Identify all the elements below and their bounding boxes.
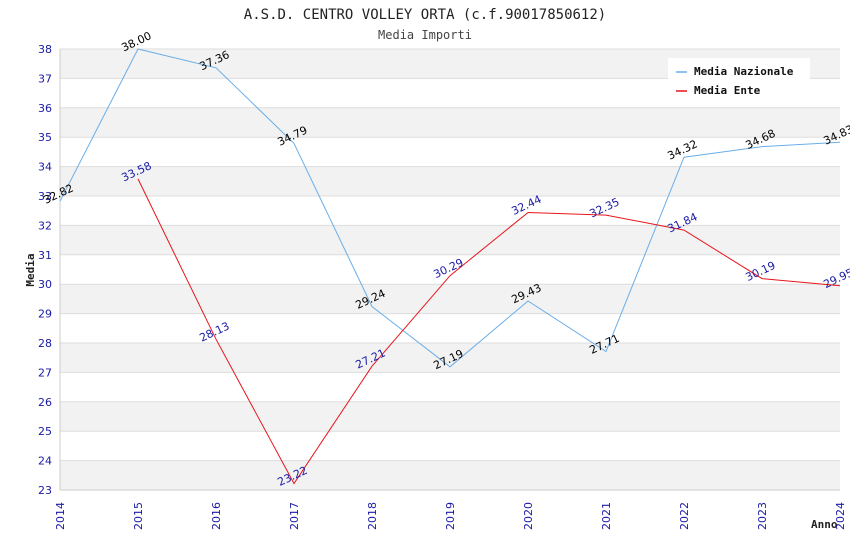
x-tick-label: 2024 [834, 502, 847, 530]
x-tick-label: 2021 [600, 502, 613, 530]
y-tick-label: 38 [38, 43, 52, 56]
x-tick-label: 2022 [678, 502, 691, 530]
y-tick-label: 35 [38, 131, 52, 144]
series-line-media-ente [137, 178, 841, 485]
series-line-media-nazionale [59, 48, 841, 368]
grid-band [60, 401, 840, 432]
x-tick-label: 2017 [288, 502, 301, 530]
y-tick-label: 34 [38, 161, 52, 174]
chart-subtitle: Media Importi [378, 28, 472, 42]
y-tick-label: 26 [38, 396, 52, 409]
y-tick-label: 37 [38, 72, 52, 85]
grid-band [60, 343, 840, 373]
x-tick-label: 2016 [210, 502, 223, 530]
y-tick-label: 28 [38, 337, 52, 350]
grid-band [60, 107, 840, 138]
y-tick-label: 23 [38, 484, 52, 497]
y-tick-label: 25 [38, 425, 52, 438]
legend-label-media-nazionale: Media Nazionale [694, 65, 794, 78]
y-tick-label: 29 [38, 308, 52, 321]
legend: Media Nazionale Media Ente [668, 58, 810, 102]
y-tick-label: 32 [38, 219, 52, 232]
x-tick-label: 2019 [444, 502, 457, 530]
y-tick-label: 24 [38, 455, 52, 468]
chart-title: A.S.D. CENTRO VOLLEY ORTA (c.f.900178506… [244, 7, 606, 23]
data-label: 28.13 [197, 319, 231, 344]
y-axis-label: Media [24, 253, 37, 286]
y-tick-label: 30 [38, 278, 52, 291]
x-tick-label: 2015 [132, 502, 145, 530]
grid-band [60, 166, 840, 196]
y-tick-label: 36 [38, 102, 52, 115]
grid-band [60, 460, 840, 490]
x-tick-label: 2023 [756, 502, 769, 530]
grid-band [60, 284, 840, 314]
y-tick-label: 31 [38, 249, 52, 262]
y-tick-label: 27 [38, 366, 52, 379]
y-tick-label: 33 [38, 190, 52, 203]
x-tick-label: 2018 [366, 502, 379, 530]
data-label: 34.32 [665, 137, 699, 162]
legend-box [668, 58, 810, 102]
x-axis-label: Anno [811, 518, 838, 531]
grid-band [60, 225, 840, 255]
data-label: 30.19 [744, 259, 778, 284]
data-label: 32.82 [41, 182, 75, 207]
legend-label-media-ente: Media Ente [694, 84, 761, 97]
x-tick-label: 2014 [54, 502, 67, 530]
x-tick-label: 2020 [522, 502, 535, 530]
